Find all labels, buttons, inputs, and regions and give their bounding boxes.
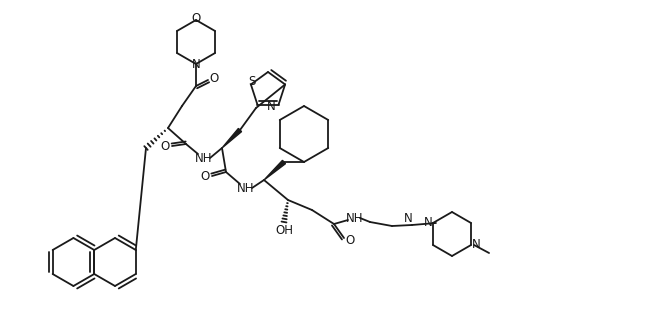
Text: S: S	[248, 75, 256, 88]
Text: O: O	[201, 170, 210, 183]
Text: N: N	[424, 216, 432, 229]
Text: N: N	[267, 100, 276, 113]
Text: N: N	[471, 239, 481, 252]
Text: O: O	[161, 140, 169, 154]
Text: NH: NH	[346, 212, 364, 224]
Text: N: N	[192, 59, 201, 71]
Polygon shape	[264, 160, 286, 180]
Text: N: N	[404, 213, 412, 225]
Text: NH: NH	[237, 181, 255, 195]
Polygon shape	[222, 128, 242, 148]
Text: O: O	[345, 234, 355, 248]
Text: NH: NH	[195, 152, 212, 165]
Text: O: O	[209, 72, 218, 85]
Text: OH: OH	[275, 224, 293, 238]
Text: O: O	[191, 13, 201, 25]
